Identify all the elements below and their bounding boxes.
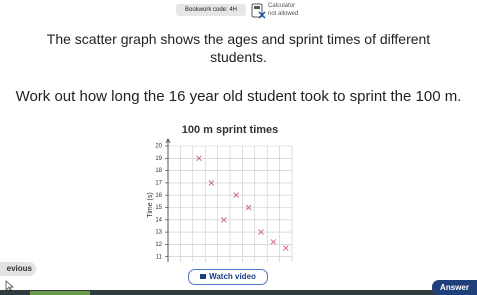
point xyxy=(258,229,264,235)
y-tick-label: 14 xyxy=(155,217,162,223)
previous-button[interactable]: evious xyxy=(0,262,36,276)
y-tick-label: 13 xyxy=(155,230,162,236)
point xyxy=(233,192,240,199)
point xyxy=(282,245,289,251)
watch-video-button[interactable]: Watch video xyxy=(188,269,268,285)
y-tick-label: 11 xyxy=(156,254,163,260)
question-intro: The scatter graph shows the ages and spr… xyxy=(46,31,431,65)
point xyxy=(208,180,215,186)
calculator-icon xyxy=(251,3,266,19)
point xyxy=(270,239,277,245)
taskbar xyxy=(0,290,477,295)
y-tick-label: 17 xyxy=(155,180,162,186)
point xyxy=(220,216,227,223)
y-tick-label: 19 xyxy=(155,156,162,162)
point xyxy=(196,155,202,162)
y-axis-label: Time (s) xyxy=(147,192,154,217)
bookwork-badge: Bookwork code: 4H xyxy=(176,4,246,16)
taskbar-accent xyxy=(30,291,90,295)
y-tick-label: 15 xyxy=(155,205,162,211)
answer-button[interactable]: Answer xyxy=(432,280,477,295)
calculator-label: Calculator xyxy=(268,3,296,9)
y-tick-label: 18 xyxy=(155,168,162,174)
y-axis-arrow xyxy=(165,138,171,144)
watch-video-label: Watch video xyxy=(209,272,256,281)
video-icon xyxy=(200,274,207,279)
y-tick-label: 16 xyxy=(155,193,162,199)
y-tick-label: 20 xyxy=(155,144,162,150)
chart-title: 100 m sprint times xyxy=(182,124,279,136)
scatter-chart: 100 m sprint times Time (s) 11 12 13 14 15 16… xyxy=(147,124,293,262)
question-task: Work out how long the 16 year old studen… xyxy=(15,88,462,105)
calculator-note: not allowed xyxy=(268,11,299,17)
y-tick-label: 12 xyxy=(155,242,162,248)
point xyxy=(245,204,252,211)
